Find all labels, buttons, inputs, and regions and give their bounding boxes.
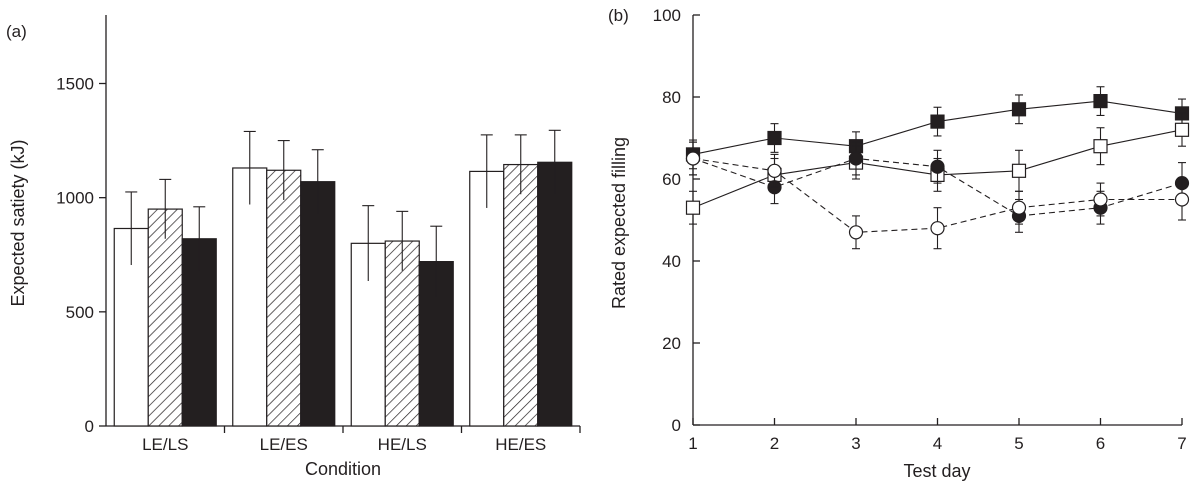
panel-b-marker-filled-circle bbox=[848, 151, 864, 166]
panel-b-label: (b) bbox=[608, 6, 629, 25]
panel-b-marker-open-circle bbox=[1011, 200, 1027, 215]
panel-b-x-tick-label: 3 bbox=[851, 434, 860, 453]
panel-b-x-tick-label: 1 bbox=[688, 434, 697, 453]
panel-b-marker-filled-square bbox=[930, 114, 945, 129]
panel-a-y-tick-label: 0 bbox=[85, 417, 94, 436]
panel-a-bar-hatched bbox=[503, 163, 539, 427]
panel-a-x-axis-title: Condition bbox=[305, 459, 381, 479]
panel-a-bar-hatched bbox=[147, 208, 183, 427]
panel-a-x-tick-label: HE/LS bbox=[378, 435, 427, 454]
panel-a-bar-hatched bbox=[266, 169, 302, 427]
panel-b-series-open-circle bbox=[685, 141, 1190, 250]
panel-a-bars bbox=[113, 129, 573, 427]
panel-a-y-axis-title: Expected satiety (kJ) bbox=[8, 139, 28, 306]
panel-b-marker-filled-square bbox=[1011, 102, 1027, 117]
panel-a-bar-chart: 0 500 1000 1500 LE/LS LE/ES HE/LS HE/ES Expect… bbox=[8, 15, 581, 479]
panel-b-marker-filled-square bbox=[1093, 93, 1108, 109]
panel-a-bar-open bbox=[232, 167, 268, 427]
panel-b-series bbox=[685, 86, 1190, 250]
panel-b-marker-open-square bbox=[1174, 122, 1190, 137]
panel-a-bar-solid bbox=[300, 181, 336, 427]
panel-a-x-tick-label: LE/LS bbox=[142, 435, 188, 454]
panel-b-y-tick-label: 20 bbox=[662, 334, 681, 353]
panel-b-y-axis-title: Rated expected filling bbox=[609, 137, 629, 309]
panel-b-marker-filled-circle bbox=[930, 159, 945, 174]
panel-b-y-tick-label: 40 bbox=[662, 252, 681, 271]
panel-b-marker-open-circle bbox=[1174, 192, 1190, 207]
panel-b-marker-open-circle bbox=[685, 151, 701, 166]
panel-a-y-tick-label: 1000 bbox=[56, 189, 94, 208]
panel-a-bar-open bbox=[469, 170, 505, 427]
panel-a-label: (a) bbox=[6, 22, 27, 41]
panel-b-marker-open-circle bbox=[930, 221, 945, 236]
panel-b-marker-filled-square bbox=[767, 130, 782, 146]
panel-b-marker-open-square bbox=[1011, 163, 1027, 178]
panel-b-y-tick-label: 80 bbox=[662, 88, 681, 107]
panel-b-marker-open-circle bbox=[1093, 192, 1108, 207]
panel-a-x-ticks: LE/LS LE/ES HE/LS HE/ES bbox=[142, 426, 581, 454]
panel-a-y-tick-label: 1500 bbox=[56, 75, 94, 94]
panel-b-x-tick-label: 7 bbox=[1177, 434, 1186, 453]
panel-b-x-tick-label: 6 bbox=[1096, 434, 1105, 453]
panel-b-y-tick-label: 100 bbox=[653, 6, 681, 25]
panel-b-line-chart: 0 20 40 60 80 100 1 2 3 4 5 6 7 Rated expected fill… bbox=[609, 6, 1190, 481]
panel-b-y-tick-label: 0 bbox=[672, 416, 681, 435]
panel-b-x-tick-label: 2 bbox=[770, 434, 779, 453]
panel-b-marker-open-circle bbox=[767, 163, 782, 178]
panel-a-bar-solid bbox=[537, 161, 573, 427]
panel-b-x-tick-label: 4 bbox=[933, 434, 942, 453]
panel-b-marker-open-square bbox=[685, 200, 701, 215]
panel-b-x-axis-title: Test day bbox=[903, 461, 970, 481]
panel-b-x-ticks: 1 2 3 4 5 6 7 bbox=[688, 418, 1187, 453]
panel-b-y-ticks: 0 20 40 60 80 100 bbox=[653, 6, 700, 435]
panel-a-y-tick-label: 500 bbox=[66, 303, 94, 322]
panel-a-y-ticks: 0 500 1000 1500 bbox=[56, 75, 106, 436]
panel-a-x-tick-label: HE/ES bbox=[495, 435, 546, 454]
panel-b-marker-open-square bbox=[1093, 139, 1108, 154]
panel-b-x-tick-label: 5 bbox=[1014, 434, 1023, 453]
panel-a-x-tick-label: LE/ES bbox=[260, 435, 308, 454]
panel-b-marker-open-circle bbox=[848, 225, 864, 240]
panel-b-y-tick-label: 60 bbox=[662, 170, 681, 189]
